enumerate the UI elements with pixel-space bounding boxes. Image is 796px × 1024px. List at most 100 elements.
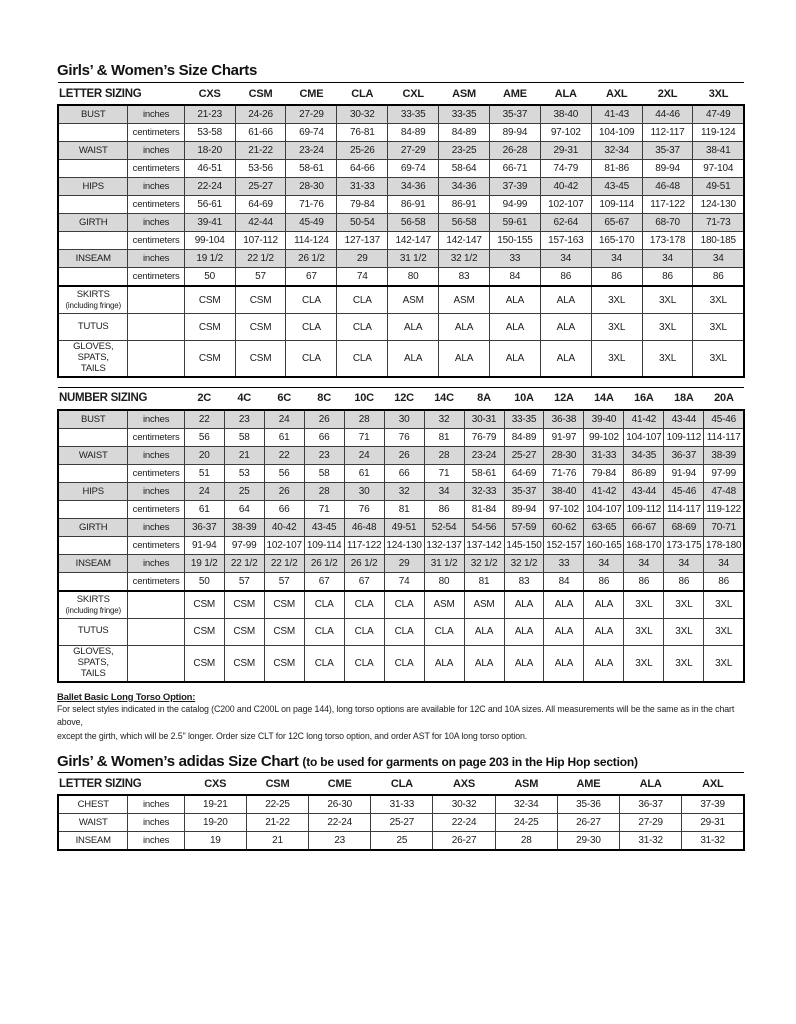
garment-size-value: CSM	[234, 313, 287, 341]
garment-size-value: 3XL	[663, 644, 705, 683]
garment-row: GLOVES, SPATS, TAILS CSM CSM CLA CLA ALA ALA ALA…	[57, 339, 746, 378]
measurement-value: 38-40	[539, 104, 592, 124]
measurement-value: 86	[590, 267, 643, 287]
measurement-value: 91-94	[663, 463, 705, 483]
measurement-value: 33	[488, 249, 541, 268]
measurement-value: 81	[463, 571, 505, 592]
garment-size-value: ALA	[463, 644, 505, 683]
unit-label: inches	[127, 104, 185, 124]
measurement-label: CHEST	[57, 794, 129, 815]
measurement-label	[57, 267, 129, 287]
garment-size-value: CSM	[183, 339, 236, 378]
measurement-value: 28	[494, 831, 558, 852]
measurement-value: 52-54	[423, 517, 465, 537]
table-header-row: NUMBER SIZING 2C 4C 6C 8C 10C 12C 14C 8A 10A 12A 14…	[58, 386, 744, 411]
measurement-value: 104-107	[623, 427, 665, 447]
measurement-value: 38-39	[223, 517, 265, 537]
measurement-value: 109-112	[623, 499, 665, 519]
size-column-header: ASM	[438, 82, 490, 106]
garment-size-value: CLA	[383, 644, 425, 683]
measurement-value: 142-147	[387, 231, 440, 250]
garment-size-value: CSM	[183, 644, 225, 683]
measurement-value: 127-137	[336, 231, 389, 250]
measurement-value: 178-180	[703, 535, 746, 555]
measurement-value: 41-42	[623, 409, 665, 429]
measurement-value: 25-27	[503, 445, 545, 465]
measurement-value: 94-99	[488, 195, 541, 214]
garment-size-value: ALA	[387, 339, 440, 378]
measurement-value: 35-37	[641, 141, 694, 160]
measurement-label: INSEAM	[57, 553, 129, 573]
measurement-value: 33-35	[438, 104, 490, 124]
measurement-value: 24	[343, 445, 385, 465]
measurement-value: 45-46	[703, 409, 746, 429]
measurement-value: 34	[623, 553, 665, 573]
measurement-value: 34	[583, 553, 625, 573]
measurement-value: 97-104	[692, 159, 746, 178]
garment-label: TUTUS	[57, 617, 129, 646]
note-line-1: For select styles indicated in the catal…	[57, 703, 735, 728]
measurement-value: 24-25	[494, 813, 558, 833]
measurement-value: 160-165	[583, 535, 625, 555]
measurement-row: HIPS inches 24 25 26 28 30 32 34 32-33 35-37 38-40 4…	[57, 481, 746, 501]
measurement-value: 22 1/2	[263, 553, 305, 573]
measurement-label: HIPS	[57, 481, 129, 501]
measurement-row: INSEAM inches 19 1/2 22 1/2 26 1/2 29 31 1/2 32…	[57, 249, 746, 268]
measurement-value: 26-27	[556, 813, 621, 833]
measurement-value: 63-65	[583, 517, 625, 537]
measurement-value: 58-61	[285, 159, 338, 178]
measurement-value: 109-114	[303, 535, 345, 555]
measurement-value: 58-61	[463, 463, 505, 483]
unit-label: centimeters	[127, 267, 185, 287]
measurement-value: 86	[663, 571, 705, 592]
measurement-value: 34	[692, 249, 746, 268]
garment-size-value: ASM	[423, 589, 465, 619]
measurement-value: 31-32	[619, 831, 683, 852]
garment-size-value: CSM	[234, 339, 287, 378]
measurement-row: centimeters 56-61 64-69 71-76 79-84 86-91 86-9…	[57, 195, 746, 214]
measurement-value: 34-35	[623, 445, 665, 465]
measurement-value: 66	[303, 427, 345, 447]
garment-size-value: CSM	[223, 589, 265, 619]
measurement-label	[57, 463, 129, 483]
measurement-value: 66	[263, 499, 305, 519]
measurement-value: 58-64	[438, 159, 490, 178]
measurement-value: 91-94	[183, 535, 225, 555]
size-column-header: CME	[285, 82, 337, 106]
measurement-value: 37-39	[488, 177, 541, 196]
measurement-value: 36-38	[543, 409, 585, 429]
size-column-header: 2XL	[642, 82, 693, 106]
unit-label: inches	[127, 409, 185, 429]
measurement-value: 67	[285, 267, 338, 287]
measurement-value: 46-48	[343, 517, 385, 537]
measurement-value: 56	[263, 463, 305, 483]
measurement-value: 22	[183, 409, 225, 429]
size-column-header: 2C	[184, 386, 225, 411]
measurement-value: 21	[223, 445, 265, 465]
measurement-value: 84	[488, 267, 541, 287]
measurement-value: 27-29	[619, 813, 683, 833]
measurement-value: 86-91	[438, 195, 490, 214]
measurement-value: 21-22	[234, 141, 287, 160]
sizing-type-header: LETTER SIZING	[58, 772, 185, 797]
measurement-value: 26-28	[488, 141, 541, 160]
measurement-value: 180-185	[692, 231, 746, 250]
measurement-value: 99-104	[183, 231, 236, 250]
empty-unit-cell	[127, 339, 185, 378]
measurement-value: 57-59	[503, 517, 545, 537]
measurement-label	[57, 159, 129, 178]
measurement-value: 86	[692, 267, 746, 287]
garment-size-value: ALA	[543, 589, 585, 619]
measurement-value: 137-142	[463, 535, 505, 555]
measurement-value: 19-21	[183, 794, 247, 815]
measurement-value: 47-48	[703, 481, 746, 501]
measurement-value: 35-37	[488, 104, 541, 124]
measurement-value: 69-74	[285, 123, 338, 142]
measurement-value: 74-79	[539, 159, 592, 178]
garment-size-value: 3XL	[703, 644, 746, 683]
garment-size-value: CLA	[383, 617, 425, 646]
measurement-value: 71-73	[692, 213, 746, 232]
measurement-value: 43-44	[623, 481, 665, 501]
measurement-value: 56	[183, 427, 225, 447]
empty-unit-cell	[127, 285, 185, 314]
